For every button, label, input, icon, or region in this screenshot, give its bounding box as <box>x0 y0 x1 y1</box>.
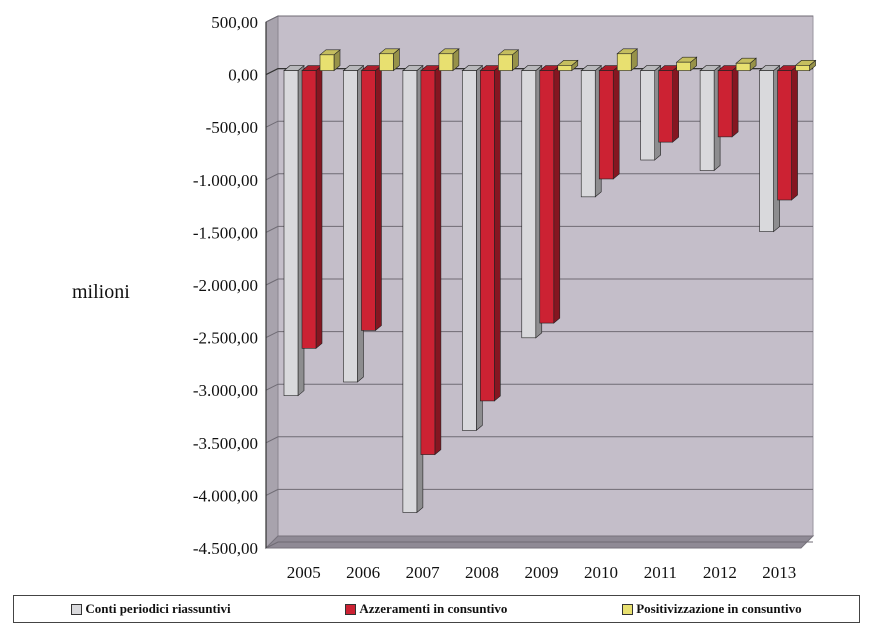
gridline <box>265 120 813 128</box>
gridline <box>265 278 813 286</box>
y-tick-label: -3.000,00 <box>193 381 258 400</box>
gridline <box>265 15 813 23</box>
gridline <box>265 541 813 549</box>
legend-label-azzeramenti: Azzeramenti in consuntivo <box>359 601 508 616</box>
bar <box>479 64 502 402</box>
y-tick-label: 500,00 <box>211 13 258 32</box>
y-tick-label: -3.500,00 <box>193 434 258 453</box>
zero-line <box>265 67 813 76</box>
bar <box>461 64 484 432</box>
x-tick-label: 2009 <box>525 563 559 582</box>
bar <box>580 64 603 198</box>
y-tick-label: -1.500,00 <box>193 223 258 242</box>
x-axis-ticks: 2005 2006 2007 2008 2009 2010 2011 2012 2013 <box>287 563 797 582</box>
legend-item-positivizzazione: Positivizzazione in consuntivo <box>622 601 802 617</box>
bar <box>438 48 460 72</box>
bar <box>794 59 817 72</box>
bar <box>735 57 757 72</box>
legend-swatch-azzeramenti <box>345 603 357 615</box>
bar <box>758 64 781 233</box>
legend-item-azzeramenti: Azzeramenti in consuntivo <box>345 601 507 617</box>
gridline <box>265 488 813 496</box>
y-tick-label: -500,00 <box>206 118 258 137</box>
bar <box>342 64 365 383</box>
x-tick-label: 2005 <box>287 563 321 582</box>
legend-swatch-positivizzazione <box>622 603 634 615</box>
legend-label-positivizzazione: Positivizzazione in consuntivo <box>636 601 802 616</box>
bar <box>319 49 341 72</box>
x-tick-label: 2013 <box>762 563 796 582</box>
bar <box>776 64 799 201</box>
x-tick-label: 2007 <box>406 563 441 582</box>
y-tick-label: -1.000,00 <box>193 171 258 190</box>
bar <box>657 64 680 143</box>
gridline <box>265 436 813 444</box>
y-axis-ticks: 500,00 0,00 -500,00 -1.000,00 -1.500,00 -2.00… <box>193 13 267 558</box>
bars <box>283 48 817 514</box>
bar <box>675 56 698 72</box>
gridline <box>265 173 813 181</box>
bar <box>717 64 739 138</box>
gridline <box>265 383 813 391</box>
x-tick-label: 2012 <box>703 563 737 582</box>
y-tick-label: -4.000,00 <box>193 486 258 505</box>
x-tick-label: 2006 <box>346 563 380 582</box>
bar <box>301 64 323 349</box>
legend-item-conti: Conti periodici riassuntivi <box>71 601 231 617</box>
y-tick-label: -4.500,00 <box>193 539 258 558</box>
bar <box>520 64 543 339</box>
y-tick-label: 0,00 <box>228 66 258 85</box>
bar <box>699 64 721 172</box>
bar <box>283 64 305 397</box>
bar <box>378 48 401 72</box>
y-axis-label: milioni <box>72 281 130 303</box>
bar <box>402 64 424 514</box>
bar <box>598 64 621 180</box>
bar <box>556 59 579 72</box>
bar <box>497 49 520 72</box>
bar <box>360 64 383 332</box>
y-tick-label: -2.000,00 <box>193 276 258 295</box>
y-tick-label: -2.500,00 <box>193 329 258 348</box>
x-tick-label: 2010 <box>584 563 618 582</box>
gridlines <box>265 15 813 549</box>
bar <box>639 64 662 161</box>
bar <box>538 64 561 324</box>
x-tick-label: 2011 <box>644 563 677 582</box>
gridline <box>265 225 813 233</box>
bar <box>616 48 639 72</box>
legend-swatch-conti <box>71 603 83 615</box>
legend-label-conti: Conti periodici riassuntivi <box>85 601 231 616</box>
bar-chart: 500,00 0,00 -500,00 -1.000,00 -1.500,00 -2.00… <box>72 13 817 582</box>
legend: Conti periodici riassuntivi Azzeramenti … <box>13 595 860 623</box>
bar <box>420 64 442 456</box>
x-tick-label: 2008 <box>465 563 499 582</box>
gridline <box>265 331 813 339</box>
